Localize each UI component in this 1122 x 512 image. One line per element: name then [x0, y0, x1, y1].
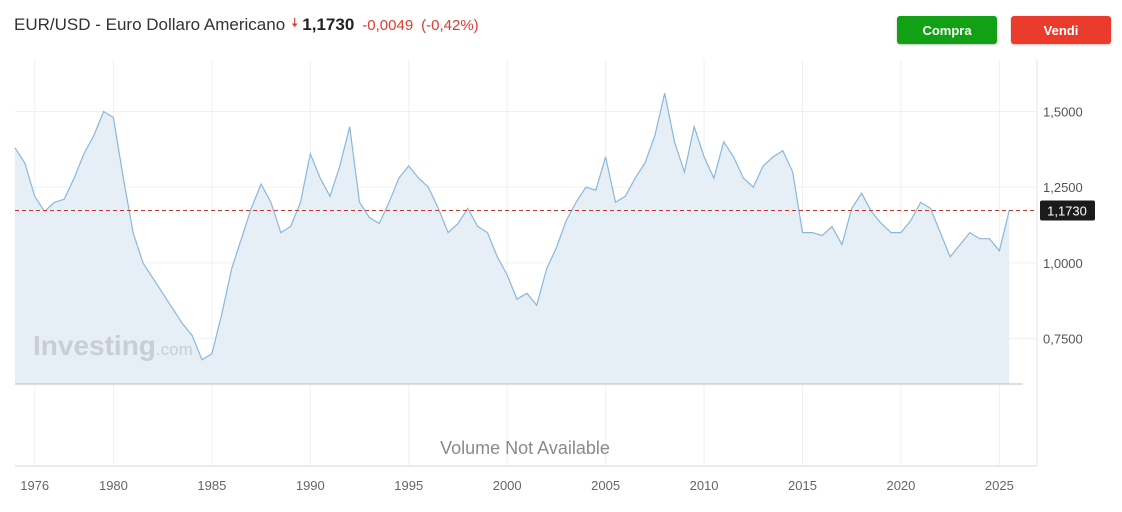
x-tick-label: 2010 [690, 478, 719, 493]
last-price-box [1040, 200, 1095, 221]
price-area-fill [15, 93, 1010, 385]
y-axis: 0,7500 1,0000 1,2500 1,5000 [1043, 104, 1083, 346]
x-tick-label: 1995 [394, 478, 423, 493]
y-tick-label: 1,2500 [1043, 180, 1083, 195]
investing-logo: Investing.com [33, 330, 193, 361]
buy-button[interactable]: Compra [897, 16, 997, 44]
instrument-title: EUR/USD - Euro Dollaro Americano [14, 15, 286, 34]
volume-not-available-label: Volume Not Available [440, 438, 610, 458]
chart-header: EUR/USD - Euro Dollaro Americano 🠇 1,173… [14, 13, 479, 37]
price-change-percent: (-0,42%) [421, 16, 479, 34]
x-tick-label: 2020 [886, 478, 915, 493]
x-tick-label: 1985 [197, 478, 226, 493]
sell-button[interactable]: Vendi [1011, 16, 1111, 44]
x-tick-label: 1976 [20, 478, 49, 493]
last-price-marker: 1,1730 [1040, 200, 1095, 221]
y-tick-label: 0,7500 [1043, 332, 1083, 347]
x-tick-label: 2000 [493, 478, 522, 493]
investing-logo-text: Investing.com [33, 330, 193, 361]
arrow-down-icon: 🠇 [291, 15, 299, 30]
price-line [14, 93, 1010, 361]
x-tick-label: 1980 [99, 478, 128, 493]
last-price-label: 1,1730 [1047, 203, 1087, 218]
price-change: -0,0049 [362, 16, 414, 34]
x-tick-label: 2025 [985, 478, 1014, 493]
x-tick-label: 1990 [296, 478, 325, 493]
y-tick-label: 1,0000 [1043, 256, 1083, 271]
current-price: 1,1730 [302, 15, 355, 34]
x-tick-label: 2015 [788, 478, 817, 493]
x-tick-label: 2005 [591, 478, 620, 493]
y-tick-label: 1,5000 [1043, 104, 1083, 119]
x-axis: 1976 1980 1985 1990 1995 2000 2005 2010 2015 2020… [20, 478, 1014, 493]
